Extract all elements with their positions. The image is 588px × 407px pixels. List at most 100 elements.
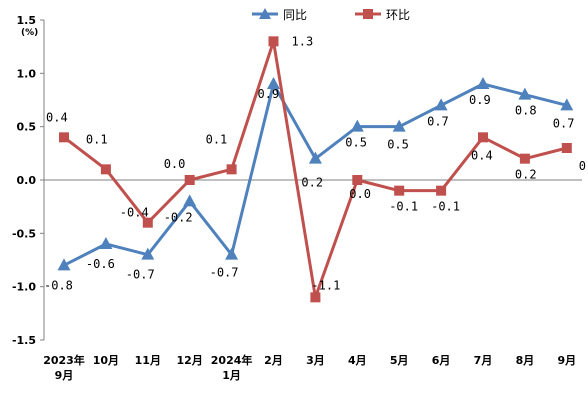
data-label: -0.8 xyxy=(44,278,73,292)
data-label: -0.7 xyxy=(126,268,155,282)
data-point-triangle xyxy=(141,247,155,260)
data-label: 0.9 xyxy=(258,87,280,101)
y-tick-label: -0.5 xyxy=(12,227,36,240)
data-point-square xyxy=(100,164,111,175)
data-label: 0.5 xyxy=(345,136,367,150)
legend-item-mom: 环比 xyxy=(355,8,410,22)
x-tick-label: 5月 xyxy=(390,354,409,367)
data-point-triangle xyxy=(350,119,364,132)
x-tick-label-line: 10月 xyxy=(93,354,119,367)
data-point-square xyxy=(352,175,363,185)
x-tick-label-line: 3月 xyxy=(306,354,325,367)
x-tick-label: 7月 xyxy=(474,354,493,367)
x-axis: 2023年 9月 10月 11月 12月 2024年 1月 2月 3月 4月 5月 6月 7月 8月 9月 xyxy=(43,179,582,382)
data-point-square xyxy=(142,217,153,228)
data-label: 0.7 xyxy=(427,114,449,128)
data-label: 0.2 xyxy=(301,176,323,190)
x-tick-label-line: 7月 xyxy=(474,354,493,367)
data-label: 0.1 xyxy=(86,132,108,146)
legend-item-yoy: 同比 xyxy=(252,8,307,22)
data-point-triangle xyxy=(267,77,280,89)
x-tick-label: 2月 xyxy=(264,354,283,367)
y-axis-unit-label: (%) xyxy=(21,28,38,38)
x-tick-label-line: 6月 xyxy=(432,354,451,367)
legend-marker-square xyxy=(363,9,373,19)
y-axis: 1.5 1.0 0.5 0.0 -0.5 -1.0 -1.5 xyxy=(12,14,45,347)
x-tick-label-line: 12月 xyxy=(177,354,203,367)
data-label: 0.0 xyxy=(164,157,186,171)
data-label: -1.1 xyxy=(311,278,340,292)
legend: 同比 环比 xyxy=(252,8,410,22)
data-label: 0.4 xyxy=(471,148,493,162)
data-point-square xyxy=(478,132,488,143)
legend-marker-triangle xyxy=(259,8,271,19)
data-point-triangle xyxy=(560,98,574,111)
x-tick-label-line: 5月 xyxy=(390,354,409,367)
data-point-square xyxy=(59,132,69,143)
data-label: -0.1 xyxy=(389,200,418,214)
data-label: 1.3 xyxy=(292,34,314,48)
data-point-square xyxy=(561,143,572,153)
legend-label: 同比 xyxy=(283,8,307,22)
data-point-triangle xyxy=(225,247,239,260)
data-label: -0.6 xyxy=(86,257,115,271)
series-yoy: -0.8 -0.6 -0.7 -0.2 -0.7 0.9 0.2 0.5 0.5 0.7 0.9 0.… xyxy=(44,77,574,292)
data-label: 0.2 xyxy=(515,168,537,182)
y-tick-label: -1.0 xyxy=(12,281,36,294)
x-tick-label-line: 9月 xyxy=(557,354,576,367)
data-point-square xyxy=(268,36,279,47)
x-tick-label: 12月 xyxy=(177,354,203,367)
x-tick-label-line: 2024年 xyxy=(211,353,253,367)
data-point-triangle xyxy=(392,119,406,132)
data-point-square xyxy=(519,153,530,164)
data-point-square xyxy=(226,164,237,175)
data-point-triangle xyxy=(183,194,197,207)
series-layer: -0.8 -0.6 -0.7 -0.2 -0.7 0.9 0.2 0.5 0.5 0.7 0.9 0.… xyxy=(44,34,588,303)
y-tick-label: 0.0 xyxy=(17,174,37,187)
series-line xyxy=(63,39,568,299)
data-point-triangle xyxy=(518,87,532,100)
x-tick-label: 8月 xyxy=(516,354,535,367)
data-label: -0.2 xyxy=(164,210,193,224)
y-tick-label: 1.5 xyxy=(17,14,37,27)
data-point-square xyxy=(436,185,447,196)
x-tick-label-line: 2023年 xyxy=(43,353,85,367)
data-point-square xyxy=(394,185,405,196)
data-label: -0.4 xyxy=(120,206,149,220)
y-tick-label: 1.0 xyxy=(17,67,37,80)
series-mom: 0.4 0.1 -0.4 0.0 0.1 1.3 -1.1 0.0 -0.1 -0.1 0.4 0.2… xyxy=(46,34,588,303)
data-label: 0.8 xyxy=(515,104,537,118)
x-tick-label-line: 4月 xyxy=(348,354,367,367)
y-tick-label: 0.5 xyxy=(17,121,37,134)
data-point-triangle xyxy=(476,77,490,89)
legend-label: 环比 xyxy=(386,8,410,22)
x-tick-label-line: 9月 xyxy=(55,369,74,382)
series-line xyxy=(63,82,568,267)
x-tick-label-line: 1月 xyxy=(222,369,241,382)
x-tick-label: 10月 xyxy=(93,354,119,367)
data-point-triangle xyxy=(99,237,113,249)
data-label: 0.4 xyxy=(46,110,68,124)
data-point-triangle xyxy=(308,151,322,164)
x-tick-label-line: 2月 xyxy=(264,354,283,367)
data-label: -0.7 xyxy=(210,266,239,280)
data-point-triangle xyxy=(57,258,71,271)
data-label: 0.5 xyxy=(387,138,409,152)
x-tick-label: 2023年 9月 xyxy=(43,353,85,382)
x-tick-label: 3月 xyxy=(306,354,325,367)
data-label: 0.1 xyxy=(206,132,228,146)
data-label: 0.9 xyxy=(469,93,491,107)
data-point-square xyxy=(184,175,195,185)
x-tick-label-line: 8月 xyxy=(516,354,535,367)
x-tick-label: 6月 xyxy=(432,354,451,367)
x-tick-label: 2024年 1月 xyxy=(211,353,253,382)
x-tick-label: 11月 xyxy=(135,354,161,367)
y-tick-label: -1.5 xyxy=(12,334,36,347)
x-tick-label: 4月 xyxy=(348,354,367,367)
data-point-square xyxy=(310,292,321,303)
x-tick-label: 9月 xyxy=(557,354,576,367)
data-label: -0.1 xyxy=(431,200,460,214)
data-label: 0.7 xyxy=(553,116,575,130)
data-point-triangle xyxy=(434,98,448,111)
